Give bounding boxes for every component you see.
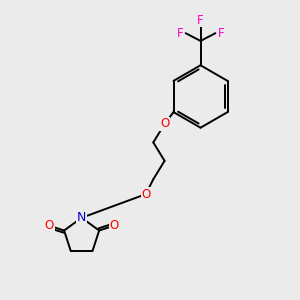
Text: O: O xyxy=(160,118,169,130)
Text: O: O xyxy=(141,188,151,201)
Text: F: F xyxy=(197,14,204,27)
Text: O: O xyxy=(109,219,119,232)
Text: F: F xyxy=(177,27,184,40)
Text: N: N xyxy=(77,211,86,224)
Text: O: O xyxy=(45,219,54,232)
Text: F: F xyxy=(218,27,224,40)
